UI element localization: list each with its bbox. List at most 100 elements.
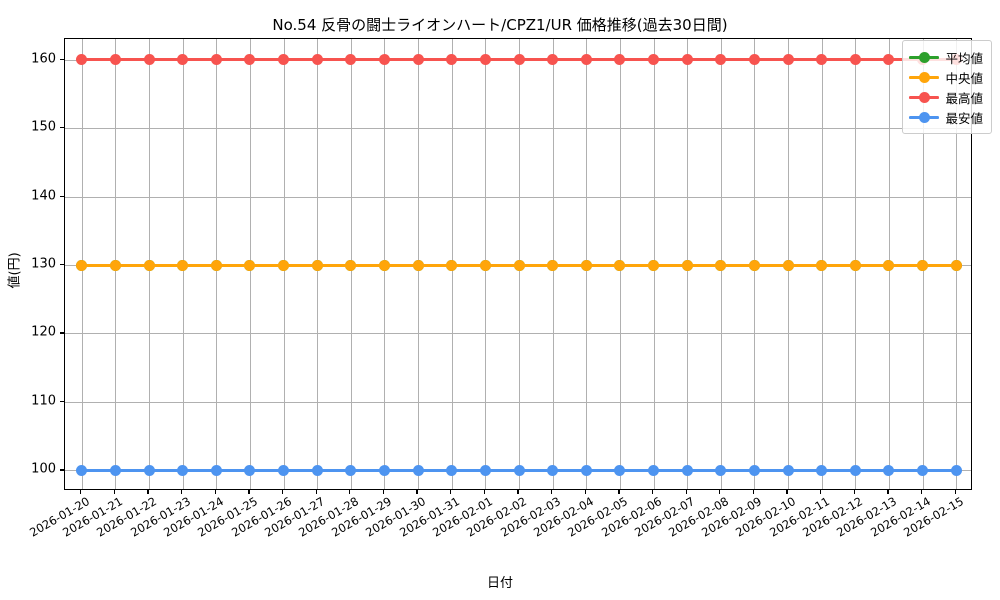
data-point-marker	[378, 464, 390, 476]
data-point-marker	[446, 259, 458, 271]
legend-item-4[interactable]: 最安値	[909, 107, 983, 127]
data-point-marker	[345, 259, 357, 271]
legend-label: 最安値	[945, 110, 983, 126]
series-line-segment	[149, 58, 183, 62]
legend-swatch-icon	[909, 50, 940, 64]
series-2	[65, 39, 971, 489]
data-point-marker	[715, 464, 727, 476]
series-line-segment	[552, 468, 587, 472]
data-point-marker	[177, 54, 189, 66]
series-line-segment	[216, 263, 250, 267]
series-line-segment	[720, 468, 755, 472]
y-axis-tick-label: 120	[31, 324, 56, 340]
series-line-segment	[283, 58, 318, 62]
series-line-segment	[418, 58, 452, 62]
series-line-segment	[788, 58, 822, 62]
series-line-segment	[149, 263, 183, 267]
x-axis-tick-mark	[113, 490, 116, 494]
series-line-segment	[485, 58, 519, 62]
x-axis-tick-mark	[248, 490, 250, 494]
series-line-segment	[653, 263, 688, 267]
series-line-segment	[216, 58, 250, 62]
data-point-marker	[614, 259, 626, 271]
series-line-segment	[687, 468, 721, 472]
data-point-marker	[849, 259, 861, 271]
y-axis-tick-mark	[60, 469, 64, 471]
series-line-segment	[249, 263, 284, 267]
data-point-marker	[446, 464, 458, 476]
series-line-segment	[821, 263, 856, 267]
x-axis-tick-labels: 2026-01-20 2026-01-21 2026-01-22 2026-01-23…	[0, 494, 1000, 564]
series-line-segment	[720, 263, 755, 267]
series-line-segment	[81, 468, 116, 472]
data-point-marker	[311, 259, 323, 271]
data-point-marker	[412, 259, 424, 271]
x-axis-tick-mark	[80, 490, 82, 494]
data-point-marker	[883, 259, 895, 271]
data-point-marker	[479, 259, 491, 271]
x-axis-tick-mark	[349, 490, 351, 494]
data-point-marker	[109, 54, 121, 66]
y-axis-tick-label: 100	[31, 461, 56, 477]
series-line-segment	[216, 468, 250, 472]
data-point-marker	[311, 464, 323, 476]
x-axis-tick-mark	[618, 490, 620, 494]
data-point-marker	[816, 464, 828, 476]
series-line-segment	[754, 468, 789, 472]
series-line-segment	[384, 468, 419, 472]
data-point-marker	[210, 464, 222, 476]
series-line-segment	[418, 263, 452, 267]
series-line-segment	[720, 58, 755, 62]
x-axis-tick-mark	[954, 490, 956, 494]
series-line-segment	[350, 263, 385, 267]
x-axis-tick-mark	[685, 490, 687, 494]
x-axis-tick-mark	[416, 490, 418, 494]
data-point-marker	[513, 259, 525, 271]
y-axis-tick-mark	[60, 400, 64, 403]
y-axis-tick-label: 130	[31, 256, 56, 272]
chart-title: No.54 反骨の闘士ライオンハート/CPZ1/UR 価格推移(過去30日間)	[272, 16, 728, 34]
series-line-segment	[619, 263, 654, 267]
x-axis-tick-mark	[584, 490, 586, 494]
data-point-marker	[210, 54, 222, 66]
series-line-segment	[182, 58, 217, 62]
x-axis-tick-mark	[450, 490, 452, 494]
series-line-segment	[451, 263, 486, 267]
series-line-segment	[821, 58, 856, 62]
series-line-segment	[653, 58, 688, 62]
series-line-segment	[619, 468, 654, 472]
data-point-marker	[76, 464, 88, 476]
series-line-segment	[788, 468, 822, 472]
series-line-segment	[788, 263, 822, 267]
data-point-marker	[816, 259, 828, 271]
data-point-marker	[412, 54, 424, 66]
y-axis-tick-label: 150	[31, 119, 56, 135]
legend-swatch-icon	[909, 110, 940, 124]
data-point-marker	[244, 464, 256, 476]
y-axis-tick-label: 110	[31, 393, 56, 409]
data-point-marker	[378, 259, 390, 271]
series-4	[65, 39, 971, 489]
series-line-segment	[754, 58, 789, 62]
data-point-marker	[748, 54, 760, 66]
series-line-segment	[519, 58, 553, 62]
data-point-marker	[950, 259, 962, 271]
data-point-marker	[210, 259, 222, 271]
legend-item-3[interactable]: 最高値	[909, 87, 983, 107]
x-axis-tick-mark	[147, 490, 149, 494]
data-point-marker	[378, 54, 390, 66]
data-point-marker	[782, 54, 794, 66]
series-line-segment	[317, 468, 351, 472]
data-point-marker	[648, 464, 660, 476]
series-line-segment	[283, 468, 318, 472]
legend-item-2[interactable]: 中央値	[909, 67, 983, 87]
data-point-marker	[513, 54, 525, 66]
legend-item-1[interactable]: 平均値	[909, 47, 983, 67]
y-axis-tick-mark	[60, 332, 64, 334]
data-point-marker	[143, 54, 155, 66]
series-line-segment	[182, 468, 217, 472]
series-line-segment	[249, 468, 284, 472]
series-line-segment	[418, 468, 452, 472]
series-line-segment	[754, 263, 789, 267]
